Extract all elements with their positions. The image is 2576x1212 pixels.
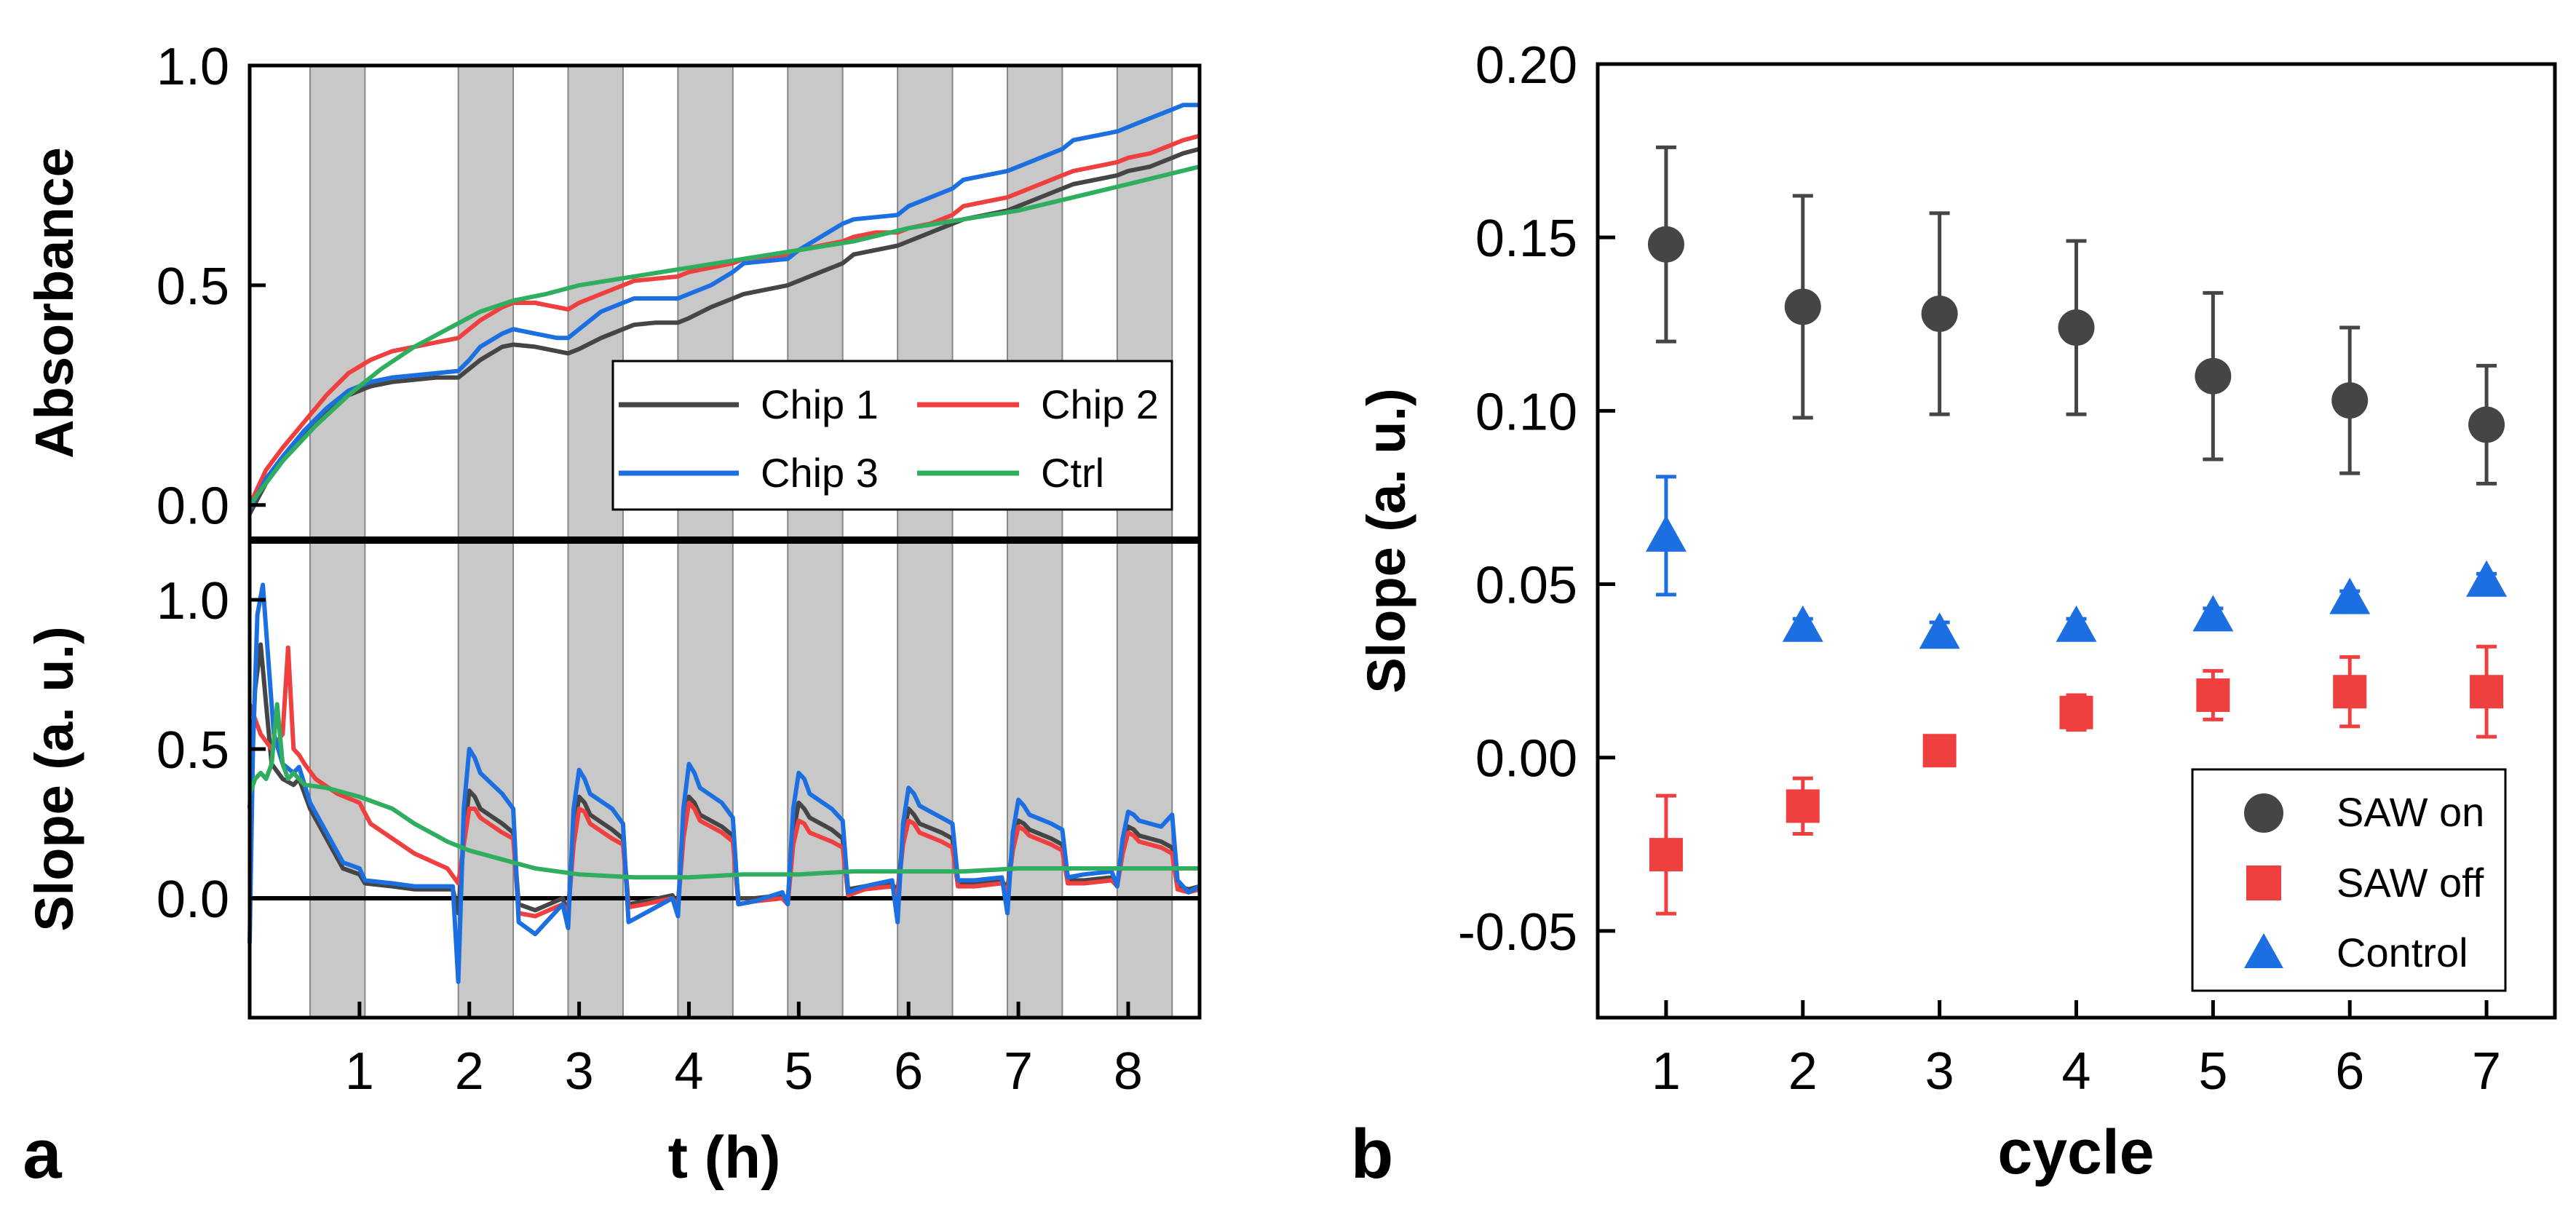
b-ytick-label-4: 0.10 [1475,383,1577,441]
a-bottom-xtick-label-3: 3 [565,1042,594,1101]
a-legend-label-chip2: Chip 2 [1041,381,1159,427]
a-legend: Chip 1 Chip 2 Chip 3 Ctrl [611,360,1173,511]
a-bottom-ylabel: Slope (a. u.) [24,626,84,931]
a-bottom-ytick-label-3: 1.0 [156,572,229,630]
b-ytick-label-5: 0.15 [1475,210,1577,268]
a-top-shade-band-1 [309,65,366,541]
panel-a-top: 0.0 0.5 1.0 Absorbance Chip 1 Chip 2 Chip … [24,38,1202,542]
b-point-control-5 [2192,595,2234,632]
b-point-saw_off-4 [2059,695,2093,729]
a-bottom-line-ctrl [247,702,1200,880]
a-legend-box [611,360,1173,511]
b-legend-label-saw-on: SAW on [2337,789,2484,835]
a-top-line-chip1 [247,146,1200,515]
a-top-line-chip2 [247,133,1200,506]
a-top-ylabel: Absorbance [24,147,84,459]
b-point-control-4 [2056,605,2097,642]
b-ticks: -0.05 0.00 0.05 0.10 0.15 0.20 1 2 3 4 5 6 7 [1458,36,2501,1101]
a-xlabel: t (h) [668,1125,781,1191]
a-bottom-xtick-label-6: 6 [894,1042,923,1101]
b-point-saw_off-1 [1649,838,1683,872]
b-point-saw_on-6 [2331,382,2369,419]
b-point-control-1 [1645,515,1687,552]
b-xlabel: cycle [1997,1117,2154,1187]
b-ytick-label-2: 0.00 [1475,730,1577,788]
panel-b: -0.05 0.00 0.05 0.10 0.15 0.20 1 2 3 4 5 6 7 Slope (… [1356,36,2557,1187]
a-top-ytick-label-1: 0.0 [156,478,229,536]
b-legend: SAW on SAW off Control [2191,768,2507,992]
b-legend-label-control: Control [2337,930,2468,975]
a-bottom-shade-band-7 [1006,539,1063,1018]
b-point-saw_on-7 [2468,406,2505,443]
a-top-series-lines [247,103,1200,515]
panel-label-a: a [23,1115,62,1193]
a-bottom-shade-band-6 [897,539,954,1018]
a-bottom-ticks: 0.0 0.5 1.0 1 2 3 4 5 6 7 8 [156,572,1143,1101]
a-bottom-xtick-label-4: 4 [674,1042,703,1101]
b-point-control-7 [2466,560,2508,597]
a-legend-label-chip1: Chip 1 [761,381,879,427]
a-bottom-line-chip3 [247,582,1201,984]
panel-label-b: b [1351,1115,1394,1193]
b-point-saw_on-4 [2058,309,2095,346]
a-bottom-series-lines [247,582,1201,984]
b-xtick-label-2: 2 [1788,1042,1818,1101]
b-xtick-label-5: 5 [2198,1042,2227,1101]
b-point-saw_off-3 [1922,734,1957,768]
b-point-saw_on-1 [1647,226,1684,263]
a-legend-label-chip3: Chip 3 [761,450,879,496]
a-bottom-xtick-label-7: 7 [1004,1042,1033,1101]
b-point-saw_on-2 [1784,288,1821,325]
b-point-control-6 [2329,577,2371,614]
b-xtick-label-1: 1 [1652,1042,1681,1101]
b-point-saw_off-2 [1786,789,1820,823]
a-top-y-ticks: 0.0 0.5 1.0 [156,38,266,536]
b-legend-box [2191,768,2507,992]
b-point-saw_on-3 [1921,295,1958,332]
a-top-line-ctrl [247,164,1200,507]
b-legend-marker-saw-off [2246,866,2281,900]
b-ytick-label-3: 0.05 [1475,557,1577,615]
b-xtick-label-7: 7 [2472,1042,2501,1101]
b-point-control-3 [1919,612,1960,649]
a-bottom-shade-band-8 [1116,539,1173,1018]
b-markers [1645,145,2508,916]
a-bottom-xtick-label-2: 2 [455,1042,484,1101]
a-top-ytick-label-3: 1.0 [156,38,229,96]
a-bottom-xtick-label-8: 8 [1114,1042,1143,1101]
b-xtick-label-4: 4 [2061,1042,2090,1101]
a-bottom-ytick-label-2: 0.5 [156,721,229,780]
b-point-saw_off-6 [2333,675,2367,709]
a-bottom-xtick-label-1: 1 [345,1042,374,1101]
b-legend-label-saw-off: SAW off [2337,860,2484,906]
b-point-control-2 [1782,605,1823,642]
b-ylabel: Slope (a. u.) [1356,388,1416,693]
panel-a-bottom: 0.0 0.5 1.0 1 2 3 4 5 6 7 8 Slope (a. u.) t (h) [24,536,1202,1191]
b-legend-marker-control [2244,933,2283,968]
a-legend-label-ctrl: Ctrl [1041,450,1104,496]
a-bottom-ytick-label-1: 0.0 [156,871,229,929]
b-ytick-label-6: 0.20 [1475,36,1577,95]
b-point-saw_off-5 [2196,678,2230,712]
b-point-saw_off-7 [2470,675,2504,709]
b-point-saw_on-5 [2195,357,2232,395]
b-legend-marker-saw-on [2244,793,2283,833]
a-top-line-chip3 [247,103,1200,511]
a-bottom-xtick-label-5: 5 [784,1042,813,1101]
b-xtick-label-6: 6 [2335,1042,2364,1101]
b-ytick-label-1: -0.05 [1458,903,1577,962]
a-top-ytick-label-2: 0.5 [156,258,229,316]
b-xtick-label-3: 3 [1925,1042,1954,1101]
